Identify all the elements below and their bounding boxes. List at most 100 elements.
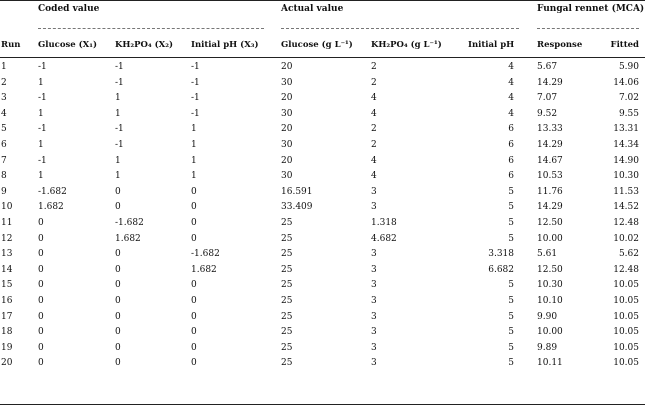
cell-kh2po4-actual: 3 <box>371 311 377 322</box>
cell-kh2po4-coded: -1 <box>115 140 124 150</box>
cell-ph-actual: 4 <box>508 108 514 119</box>
cell-fitted: 7.02 <box>618 93 639 104</box>
table-row: 6 1 -1 1 30 2 6 14.29 14.34 <box>0 138 645 154</box>
cell-run: 9 <box>1 186 7 197</box>
cell-glucose-coded: 1 <box>38 171 44 182</box>
cell-fitted: 13.31 <box>613 124 639 135</box>
cell-glucose-coded: 1.682 <box>38 202 64 213</box>
cell-ph-actual: 5 <box>508 280 514 291</box>
cell-glucose-coded: -1.682 <box>38 186 67 197</box>
cell-ph-actual: 5 <box>508 342 514 353</box>
cell-glucose-coded: 1 <box>38 77 44 88</box>
cell-run: 19 <box>1 342 13 353</box>
cell-ph-coded: -1.682 <box>191 249 220 260</box>
cell-glucose-actual: 25 <box>281 264 293 275</box>
cell-fitted: 5.90 <box>618 62 639 72</box>
cell-ph-actual: 4 <box>508 77 514 88</box>
cell-glucose-actual: 25 <box>281 296 293 306</box>
cell-kh2po4-coded: 0 <box>115 186 121 197</box>
cell-ph-coded: 0 <box>191 296 197 306</box>
cell-kh2po4-actual: 3 <box>371 296 377 306</box>
table-row: 12 0 1.682 0 25 4.682 5 10.00 10.02 <box>0 232 645 248</box>
header-response: Response <box>537 40 583 50</box>
cell-ph-actual: 5 <box>508 218 514 228</box>
cell-glucose-actual: 30 <box>281 171 293 182</box>
fungal-rennet-divider <box>537 28 639 29</box>
cell-glucose-coded: -1 <box>38 155 47 166</box>
cell-glucose-actual: 30 <box>281 77 293 88</box>
cell-response: 10.11 <box>537 358 563 369</box>
cell-fitted: 12.48 <box>613 218 639 228</box>
cell-kh2po4-coded: -1 <box>115 62 124 72</box>
cell-fitted: 14.06 <box>613 77 639 88</box>
table-row: 1 -1 -1 -1 20 2 4 5.67 5.90 <box>0 60 645 76</box>
cell-ph-actual: 5 <box>508 202 514 213</box>
cell-kh2po4-coded: -1 <box>115 124 124 135</box>
header-glucose-coded: Glucose (X₁) <box>38 40 98 50</box>
table-row: 3 -1 1 -1 20 4 4 7.07 7.02 <box>0 91 645 107</box>
cell-ph-coded: 0 <box>191 186 197 197</box>
cell-response: 14.29 <box>537 140 563 150</box>
cell-response: 10.53 <box>537 171 563 182</box>
cell-glucose-coded: -1 <box>38 124 47 135</box>
table-row: 9 -1.682 0 0 16.591 3 5 11.76 11.53 <box>0 185 645 201</box>
cell-run: 17 <box>1 311 13 322</box>
cell-kh2po4-actual: 4 <box>371 93 377 104</box>
cell-glucose-coded: -1 <box>38 62 47 72</box>
table-row: 8 1 1 1 30 4 6 10.53 10.30 <box>0 169 645 185</box>
table-row: 5 -1 -1 1 20 2 6 13.33 13.31 <box>0 122 645 138</box>
cell-kh2po4-coded: 1 <box>115 108 121 119</box>
header-bottom-rule <box>0 57 645 58</box>
actual-value-divider <box>281 28 519 29</box>
cell-fitted: 9.55 <box>618 108 639 119</box>
cell-run: 7 <box>1 155 7 166</box>
cell-ph-coded: -1 <box>191 93 200 104</box>
cell-ph-actual: 6 <box>508 171 514 182</box>
cell-kh2po4-actual: 4.682 <box>371 233 397 244</box>
cell-glucose-actual: 16.591 <box>281 186 313 197</box>
cell-ph-actual: 5 <box>508 327 514 338</box>
cell-ph-coded: 1 <box>191 140 197 150</box>
cell-ph-coded: 0 <box>191 233 197 244</box>
cell-run: 12 <box>1 233 13 244</box>
cell-ph-coded: 1 <box>191 124 197 135</box>
cell-ph-actual: 6 <box>508 155 514 166</box>
cell-ph-coded: 0 <box>191 218 197 228</box>
cell-glucose-actual: 33.409 <box>281 202 313 213</box>
cell-ph-actual: 4 <box>508 62 514 72</box>
cell-kh2po4-coded: 0 <box>115 296 121 306</box>
cell-ph-coded: 0 <box>191 202 197 213</box>
cell-response: 14.29 <box>537 77 563 88</box>
table-row: 16 0 0 0 25 3 5 10.10 10.05 <box>0 294 645 310</box>
cell-run: 13 <box>1 249 13 260</box>
cell-response: 9.52 <box>537 108 558 119</box>
cell-kh2po4-actual: 1.318 <box>371 218 397 228</box>
cell-ph-actual: 4 <box>508 93 514 104</box>
header-ph-actual: Initial pH <box>468 40 515 50</box>
cell-kh2po4-coded: 0 <box>115 264 121 275</box>
cell-response: 10.00 <box>537 327 563 338</box>
cell-ph-actual: 5 <box>508 311 514 322</box>
cell-glucose-actual: 25 <box>281 249 293 260</box>
cell-ph-actual: 6.682 <box>488 264 514 275</box>
cell-kh2po4-actual: 4 <box>371 155 377 166</box>
cell-run: 18 <box>1 327 13 338</box>
cell-glucose-coded: -1 <box>38 93 47 104</box>
cell-glucose-coded: 0 <box>38 280 44 291</box>
cell-kh2po4-actual: 3 <box>371 342 377 353</box>
cell-kh2po4-coded: 0 <box>115 358 121 369</box>
cell-run: 6 <box>1 140 7 150</box>
cell-fitted: 5.62 <box>618 249 639 260</box>
cell-ph-actual: 3.318 <box>488 249 514 260</box>
cell-kh2po4-actual: 3 <box>371 202 377 213</box>
cell-glucose-actual: 25 <box>281 358 293 369</box>
cell-glucose-actual: 20 <box>281 93 293 104</box>
cell-response: 5.61 <box>537 249 558 260</box>
group-fungal-rennet: Fungal rennet (MCA) <box>537 4 645 14</box>
cell-kh2po4-actual: 2 <box>371 62 377 72</box>
cell-response: 13.33 <box>537 124 563 135</box>
cell-run: 8 <box>1 171 7 182</box>
header-fitted: Fitted <box>610 40 639 50</box>
cell-fitted: 10.05 <box>613 296 639 306</box>
